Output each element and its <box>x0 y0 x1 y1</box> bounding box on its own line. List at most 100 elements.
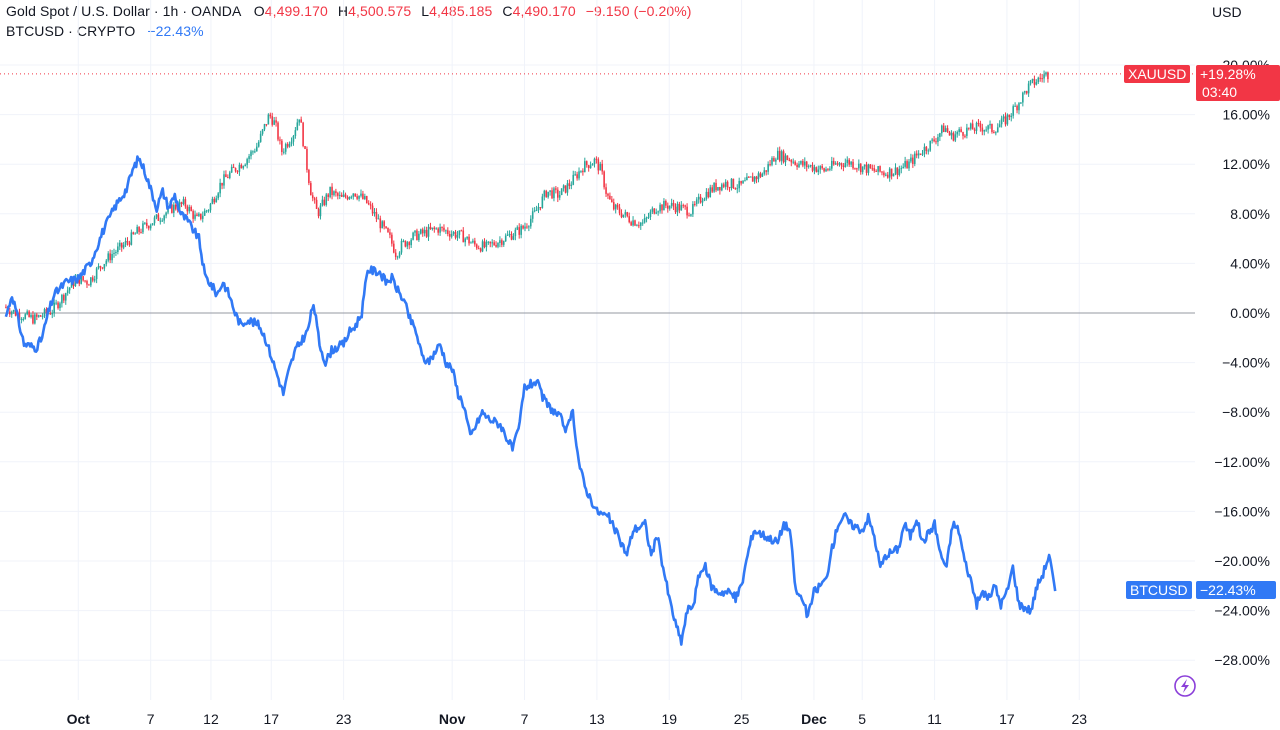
x-tick-label: 23 <box>336 711 352 727</box>
xau-candle-body <box>331 186 333 196</box>
xau-candle-body <box>408 242 411 246</box>
xau-candle-body <box>929 140 932 151</box>
x-tick-label: Nov <box>439 711 466 727</box>
xau-candle-body <box>520 225 522 235</box>
xau-candle-body <box>910 157 912 162</box>
xau-candle-body <box>730 178 733 189</box>
xau-candle-body <box>22 318 25 320</box>
xau-candle-body <box>261 129 264 134</box>
xau-candle-body <box>132 232 135 234</box>
xau-candle-body <box>663 200 665 211</box>
xau-candle-body <box>439 226 441 233</box>
xau-candle-body <box>996 127 999 133</box>
xau-candle-body <box>414 230 416 233</box>
xau-candle-body <box>443 227 445 231</box>
xau-candle-body <box>1023 91 1026 93</box>
xau-candle-body <box>186 206 189 212</box>
xau-candle-body <box>948 131 951 136</box>
xau-candle-body <box>744 180 746 182</box>
xau-candle-body <box>722 184 725 187</box>
xau-candle-body <box>99 266 102 268</box>
xau-candle-body <box>325 194 328 205</box>
xau-candle-body <box>562 185 565 189</box>
xau-candle-body <box>122 244 125 248</box>
xau-candle-body <box>163 215 165 221</box>
xau-candle-body <box>865 164 868 173</box>
xau-candle-body <box>919 153 922 155</box>
xau-candle-body <box>570 184 573 186</box>
xau-candle-body <box>510 233 513 240</box>
xau-candle-body <box>634 220 636 226</box>
xau-candle-body <box>59 303 61 309</box>
xau-candle-body <box>680 205 683 211</box>
xau-candle-body <box>541 196 544 208</box>
xau-candle-body <box>821 166 823 169</box>
xau-candle-body <box>495 244 497 247</box>
xau-candle-body <box>639 222 642 226</box>
xau-candle-body <box>543 190 546 197</box>
xau-candle-body <box>574 174 576 176</box>
xau-candle-body <box>817 169 820 173</box>
xau-candle-body <box>809 165 812 167</box>
xau-candle-body <box>192 211 194 219</box>
xau-candle-body <box>688 215 690 217</box>
xau-candle-body <box>572 174 575 185</box>
xau-candle-body <box>267 114 270 125</box>
xau-candle-body <box>701 200 704 203</box>
xau-candle-body <box>908 161 910 169</box>
xau-candle-body <box>885 174 887 176</box>
xau-candle-body <box>912 157 914 164</box>
xau-candle-body <box>105 260 108 265</box>
xau-candle-body <box>319 205 322 217</box>
xau-candle-body <box>624 212 627 215</box>
x-tick-label: 11 <box>927 711 942 727</box>
xau-candle-body <box>790 160 793 163</box>
xau-candle-body <box>292 136 295 142</box>
xau-candle-body <box>472 240 474 243</box>
xau-candle-body <box>684 205 686 207</box>
xau-candle-body <box>871 168 874 170</box>
x-tick-label: 13 <box>589 711 605 727</box>
xau-candle-body <box>942 125 945 132</box>
xau-candle-body <box>425 229 428 237</box>
xau-candle-body <box>66 290 69 294</box>
currency-label[interactable]: USD <box>1212 4 1242 20</box>
xau-candle-body <box>585 161 588 166</box>
xau-candle-body <box>246 159 248 165</box>
xau-candle-body <box>522 225 524 229</box>
xau-candle-body <box>228 172 231 178</box>
xau-candle-body <box>944 128 947 132</box>
xau-candle-body <box>95 268 98 280</box>
xau-candle-body <box>954 134 957 141</box>
xau-candle-body <box>584 161 586 173</box>
xau-candle-body <box>5 306 7 308</box>
xau-candle-body <box>966 127 968 136</box>
xau-candle-body <box>109 253 111 261</box>
xau-candle-body <box>611 199 613 203</box>
xau-candle-body <box>998 124 1001 128</box>
xau-candle-body <box>140 231 142 233</box>
xau-candle-body <box>659 204 661 212</box>
xau-candle-body <box>257 141 260 147</box>
xau-candle-body <box>975 122 978 131</box>
xau-candle-body <box>560 188 563 196</box>
xau-candle-body <box>491 242 493 244</box>
lightning-icon[interactable] <box>1174 675 1196 697</box>
xau-candle-body <box>281 140 283 153</box>
xau-candle-body <box>856 168 858 170</box>
xau-candle-body <box>329 186 331 197</box>
xau-candle-body <box>1035 82 1038 85</box>
xau-candle-body <box>925 146 928 151</box>
xau-candle-body <box>645 217 648 219</box>
x-tick-label: 17 <box>999 711 1015 727</box>
xau-candle-body <box>813 167 816 171</box>
xau-candle-body <box>225 174 227 178</box>
xau-candle-body <box>250 151 252 157</box>
xau-candle-body <box>416 230 418 241</box>
xau-candle-body <box>595 158 598 160</box>
xau-candle-body <box>877 166 879 172</box>
xau-candle-body <box>643 218 646 223</box>
x-tick-label: 7 <box>521 711 529 727</box>
xau-candle-body <box>869 164 872 169</box>
